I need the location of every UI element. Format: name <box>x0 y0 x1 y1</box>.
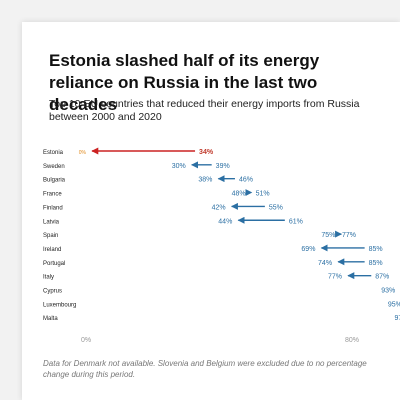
value-label-2020: 48% <box>232 191 246 198</box>
country-label: Luxembourg <box>43 302 76 308</box>
chart-row: Italy 77% 87% <box>43 272 389 281</box>
value-label-2000: 34% <box>199 149 214 156</box>
country-label: Bulgaria <box>43 178 66 184</box>
chart-row: Portugal 74% 85% <box>43 258 383 267</box>
value-label-2000: 39% <box>216 163 230 170</box>
country-label: Italy <box>43 275 54 281</box>
value-label-2020: 97% <box>395 315 400 322</box>
value-label-2000: 85% <box>369 246 383 253</box>
chart-row: Bulgaria 38% 46% <box>43 175 253 184</box>
chart-row: Finland 42% 55% <box>43 202 283 211</box>
value-label-2020: 38% <box>198 177 212 184</box>
value-label-2000: 55% <box>269 204 283 211</box>
country-label: Portugal <box>43 261 65 267</box>
country-label: Estonia <box>43 150 64 156</box>
x-tick-label: 0% <box>81 337 91 344</box>
chart-subtitle: Top 10 EU countries that reduced their e… <box>49 98 360 123</box>
chart-row: Malta97%100% <box>43 315 400 322</box>
value-label-2020: 74% <box>318 260 332 267</box>
country-label: Latvia <box>43 219 60 225</box>
chart-row: France 48% 51% <box>43 189 270 198</box>
value-label-2020: 0% <box>79 150 87 156</box>
value-label-2000: 51% <box>256 191 270 198</box>
footnote: Data for Denmark not available. Slovenia… <box>43 359 367 379</box>
chart-row: Spain 75% 77% <box>43 230 356 239</box>
value-label-2020: 77% <box>328 274 342 281</box>
value-label-2000: 87% <box>375 274 389 281</box>
value-label-2000: 46% <box>239 177 253 184</box>
country-label: Cyprus <box>43 289 62 295</box>
value-label-2020: 42% <box>212 204 226 211</box>
chart-row: Ireland 69% 85% <box>43 244 383 253</box>
value-label-2020: 95% <box>388 301 400 308</box>
x-tick-label: 80% <box>345 337 359 344</box>
chart-title: Estonia slashed half of its energy relia… <box>49 51 320 114</box>
chart-row: Sweden 30% 39% <box>43 161 230 170</box>
country-label: Malta <box>43 316 58 322</box>
value-label-2000: 77% <box>342 232 356 239</box>
chart-row: Estonia 0% 34% <box>43 147 214 156</box>
value-label-2020: 93% <box>381 288 395 295</box>
country-label: Spain <box>43 233 58 239</box>
value-label-2020: 75% <box>321 232 335 239</box>
country-label: Ireland <box>43 247 61 253</box>
value-label-2000: 61% <box>289 218 303 225</box>
country-label: France <box>43 192 62 198</box>
chart-card <box>22 22 400 400</box>
value-label-2020: 30% <box>172 163 186 170</box>
value-label-2020: 69% <box>301 246 315 253</box>
country-label: Finland <box>43 205 63 211</box>
value-label-2000: 85% <box>369 260 383 267</box>
country-label: Sweden <box>43 164 65 170</box>
chart-row: Latvia 44% 61% <box>43 216 303 225</box>
value-label-2020: 44% <box>218 218 232 225</box>
